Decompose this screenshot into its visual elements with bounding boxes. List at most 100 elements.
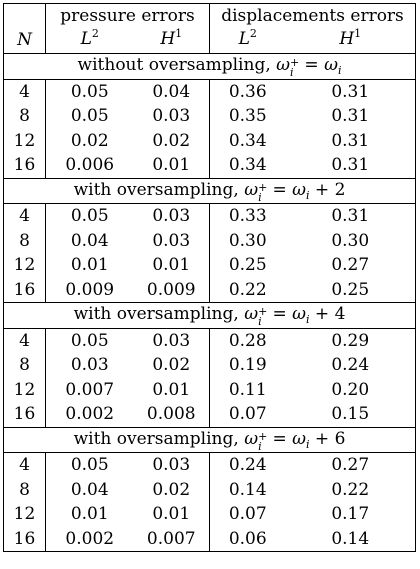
error-table: pressure errors displacements errors N L… xyxy=(2,3,417,552)
header-displacement-h: H xyxy=(339,29,355,49)
omega-index-sub-2: i xyxy=(305,313,310,327)
cell-displacement-l2: 0.24 xyxy=(228,455,267,476)
cell-n: 16 xyxy=(3,402,46,427)
omega-plus-sup: + xyxy=(290,56,300,70)
header-pressure-errors: pressure errors xyxy=(45,3,210,27)
omega-index-sub: i xyxy=(290,66,294,80)
section-offset: + 4 xyxy=(309,304,346,325)
cell-pressure-h1: 0.02 xyxy=(133,353,210,378)
section-equals-omega: = ω xyxy=(267,304,306,325)
header-pressure-l: L xyxy=(80,29,92,49)
cell-pressure-l2: 0.03 xyxy=(70,355,109,376)
cell-pressure-l2: 0.01 xyxy=(70,504,109,525)
cell-pressure-l2: 0.04 xyxy=(70,230,109,251)
cell-pressure-h1: 0.03 xyxy=(133,228,210,253)
section-header-row: with oversampling, ω + i = ωi + 2 xyxy=(2,177,417,204)
omega-symbol: ω xyxy=(244,179,259,200)
cell-displacement-l2: 0.35 xyxy=(228,106,267,127)
cell-displacement-h1: 0.27 xyxy=(285,253,417,278)
cell-displacement-l2: 0.30 xyxy=(228,230,267,251)
cell-displacement-h1: 0.31 xyxy=(285,153,417,178)
cell-n: 16 xyxy=(3,526,46,552)
section-title: with oversampling, ω + i = ωi + 6 xyxy=(2,426,417,453)
cell-pressure-l2: 0.02 xyxy=(70,130,109,151)
table-row: 16 0.006 0.01 0.34 0.31 xyxy=(3,153,417,178)
cell-pressure-l2: 0.05 xyxy=(70,455,109,476)
cell-displacement-l2: 0.19 xyxy=(228,355,267,376)
section-title-text: with oversampling, xyxy=(73,428,245,449)
section-equals-omega: = ω xyxy=(267,179,306,200)
header-displacement-l2: L2 xyxy=(210,27,286,54)
cell-n: 16 xyxy=(3,153,46,178)
section-offset: + 2 xyxy=(309,179,346,200)
cell-displacement-l2: 0.14 xyxy=(228,479,267,500)
cell-n: 12 xyxy=(3,253,46,278)
section-header-row: with oversampling, ω + i = ωi + 6 xyxy=(2,426,417,453)
cell-displacement-h1: 0.31 xyxy=(285,203,417,229)
cell-displacement-h1: 0.20 xyxy=(285,377,417,402)
cell-n: 12 xyxy=(3,502,46,527)
header-row-groups: pressure errors displacements errors xyxy=(3,3,417,27)
header-displacement-errors: displacements errors xyxy=(209,3,417,27)
section-header-row: without oversampling, ω + i = ωi xyxy=(2,53,417,80)
cell-pressure-h1: 0.01 xyxy=(133,377,210,402)
cell-pressure-h1: 0.01 xyxy=(133,502,210,527)
table-row: 8 0.03 0.02 0.19 0.24 xyxy=(3,353,417,378)
header-empty-cell xyxy=(3,3,46,27)
section-title-text: without oversampling, xyxy=(77,55,277,76)
cell-displacement-h1: 0.31 xyxy=(285,79,417,104)
omega-plus-sup: + xyxy=(258,180,268,194)
table-row: 12 0.02 0.02 0.34 0.31 xyxy=(3,128,417,153)
table-row: 4 0.05 0.03 0.28 0.29 xyxy=(3,328,417,353)
cell-n: 8 xyxy=(3,353,46,378)
cell-n: 4 xyxy=(3,452,46,478)
section-offset: + 6 xyxy=(309,428,346,449)
cell-pressure-l2: 0.05 xyxy=(70,81,109,102)
cell-n: 12 xyxy=(3,377,46,402)
cell-n: 4 xyxy=(3,203,46,229)
cell-n: 4 xyxy=(3,328,46,353)
table-row: 8 0.05 0.03 0.35 0.31 xyxy=(3,104,417,129)
cell-displacement-h1: 0.30 xyxy=(285,228,417,253)
table-row: 8 0.04 0.03 0.30 0.30 xyxy=(3,228,417,253)
header-pressure-h: H xyxy=(160,29,176,49)
cell-pressure-l2: 0.007 xyxy=(65,379,115,400)
omega-index-sub-2: i xyxy=(305,437,310,451)
cell-displacement-h1: 0.31 xyxy=(285,104,417,129)
section-title: without oversampling, ω + i = ωi xyxy=(2,53,417,80)
cell-pressure-h1: 0.007 xyxy=(133,526,210,552)
cell-displacement-h1: 0.17 xyxy=(285,502,417,527)
cell-displacement-h1: 0.31 xyxy=(285,128,417,153)
omega-index-sub: i xyxy=(258,439,262,453)
header-pressure-h-sup: 1 xyxy=(175,27,183,40)
cell-n: 12 xyxy=(3,128,46,153)
omega-symbol: ω xyxy=(244,304,259,325)
cell-pressure-h1: 0.01 xyxy=(133,253,210,278)
cell-displacement-l2: 0.06 xyxy=(209,526,286,552)
table-row: 8 0.04 0.02 0.14 0.22 xyxy=(3,477,417,502)
table-row: 4 0.05 0.03 0.33 0.31 xyxy=(3,203,417,229)
cell-displacement-l2: 0.22 xyxy=(228,279,267,300)
table-row: 16 0.002 0.008 0.07 0.15 xyxy=(3,402,417,427)
cell-pressure-h1: 0.01 xyxy=(133,153,210,178)
cell-pressure-h1: 0.02 xyxy=(133,477,210,502)
error-table-container: pressure errors displacements errors N L… xyxy=(2,3,417,552)
cell-pressure-l2: 0.05 xyxy=(70,206,109,227)
cell-displacement-h1: 0.14 xyxy=(285,526,417,552)
table-row: 12 0.01 0.01 0.07 0.17 xyxy=(3,502,417,527)
cell-displacement-h1: 0.22 xyxy=(285,477,417,502)
omega-index-sub: i xyxy=(258,315,262,329)
cell-displacement-l2: 0.11 xyxy=(228,379,267,400)
table-row: 16 0.002 0.007 0.06 0.14 xyxy=(3,526,417,552)
cell-pressure-h1: 0.009 xyxy=(133,277,210,303)
header-n: N xyxy=(3,27,46,54)
omega-plus-sup: + xyxy=(258,429,268,443)
cell-pressure-h1: 0.03 xyxy=(133,452,210,478)
header-displacement-l-sup: 2 xyxy=(249,27,257,40)
cell-pressure-l2: 0.04 xyxy=(70,479,109,500)
omega-symbol: ω xyxy=(244,428,259,449)
cell-displacement-l2: 0.07 xyxy=(228,504,267,525)
cell-displacement-l2: 0.36 xyxy=(228,81,267,102)
cell-n: 8 xyxy=(3,228,46,253)
header-row-norms: N L2 H1 L2 H1 xyxy=(3,27,417,54)
